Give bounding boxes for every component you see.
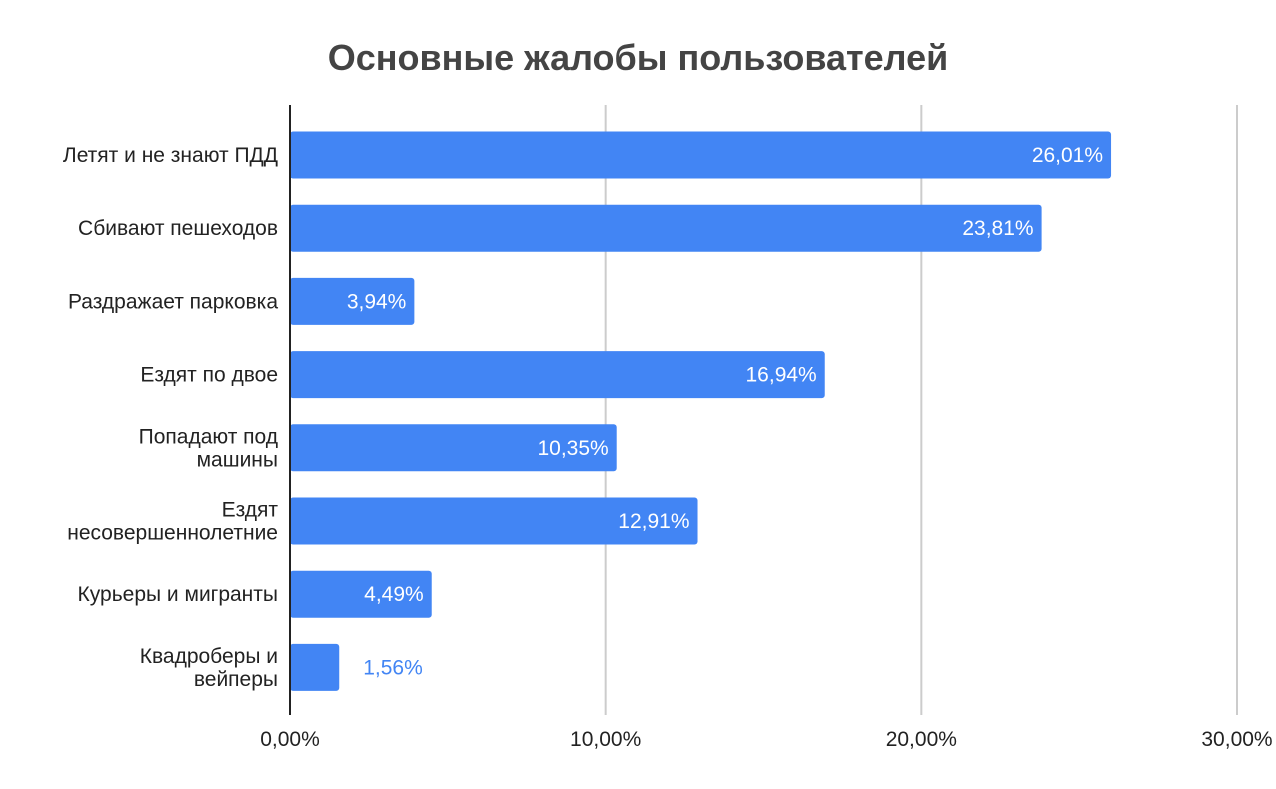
bar — [290, 643, 340, 691]
grid-lines — [604, 105, 1238, 715]
x-tick-label: 30,00% — [1201, 728, 1272, 751]
data-label: 26,01% — [1032, 144, 1103, 167]
data-label: 4,49% — [364, 583, 424, 606]
x-tick-label: 10,00% — [570, 728, 641, 751]
chart-title: Основные жалобы пользователей — [328, 37, 948, 78]
category-label: Сбивают пешеходов — [78, 217, 278, 240]
data-label: 10,35% — [537, 437, 608, 460]
category-label: Квадроберы и вейперы — [140, 645, 278, 691]
category-label: Ездят несовершеннолетние — [67, 499, 278, 545]
bar — [290, 131, 1112, 179]
x-tick-label: 0,00% — [260, 728, 320, 751]
bar — [290, 204, 1042, 252]
data-label: 23,81% — [962, 217, 1033, 240]
data-label: 12,91% — [618, 510, 689, 533]
data-label: 3,94% — [347, 290, 407, 313]
bars: 26,01% 23,81% 3,94% 16,94% 10,35% 12,91% 4,49%… — [290, 131, 1112, 691]
category-labels: Летят и не знают ПДД Сбивают пешеходов Раз… — [63, 144, 278, 691]
x-tick-label: 20,00% — [886, 728, 957, 751]
bar — [290, 351, 825, 399]
category-label: Ездят по двое — [140, 364, 278, 387]
data-label: 1,56% — [363, 656, 423, 679]
category-label: Курьеры и мигранты — [78, 583, 278, 606]
tick-labels: 0,00% 10,00% 20,00% 30,00% — [260, 728, 1272, 751]
bar — [290, 497, 698, 545]
data-label: 16,94% — [746, 364, 817, 387]
category-label: Летят и не знают ПДД — [63, 144, 278, 167]
category-label: Попадают под машины — [139, 425, 278, 471]
bar — [290, 570, 432, 618]
bar — [290, 277, 415, 325]
bar — [290, 424, 617, 472]
category-label: Раздражает парковка — [68, 290, 278, 313]
